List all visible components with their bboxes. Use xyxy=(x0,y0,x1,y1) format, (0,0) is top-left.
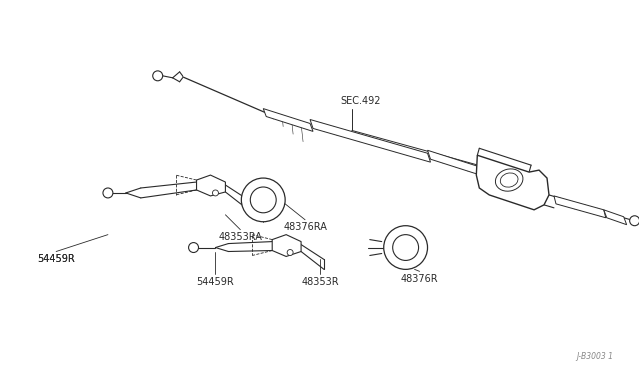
Ellipse shape xyxy=(500,173,518,187)
Circle shape xyxy=(630,216,639,226)
Text: 54459R: 54459R xyxy=(37,254,75,264)
Circle shape xyxy=(384,226,428,269)
Circle shape xyxy=(153,71,163,81)
Circle shape xyxy=(189,243,198,253)
Circle shape xyxy=(212,190,218,196)
Text: 48376R: 48376R xyxy=(401,274,438,284)
Polygon shape xyxy=(310,119,431,162)
Polygon shape xyxy=(476,155,549,210)
Text: 48353RA: 48353RA xyxy=(218,232,262,242)
Polygon shape xyxy=(272,235,301,256)
Text: 48376RA: 48376RA xyxy=(283,222,327,232)
Polygon shape xyxy=(196,175,225,196)
Polygon shape xyxy=(554,196,605,218)
Circle shape xyxy=(103,188,113,198)
Circle shape xyxy=(241,178,285,222)
Polygon shape xyxy=(604,210,627,225)
Text: 54459R: 54459R xyxy=(37,254,75,264)
Ellipse shape xyxy=(495,169,523,191)
Polygon shape xyxy=(428,150,480,175)
Circle shape xyxy=(250,187,276,213)
Polygon shape xyxy=(263,109,313,131)
Circle shape xyxy=(287,250,293,256)
Text: SEC.492: SEC.492 xyxy=(340,96,380,106)
Text: 48353R: 48353R xyxy=(301,277,339,287)
Text: J-B3003 1: J-B3003 1 xyxy=(577,352,614,361)
Circle shape xyxy=(393,235,419,260)
Text: 54459R: 54459R xyxy=(196,277,234,287)
